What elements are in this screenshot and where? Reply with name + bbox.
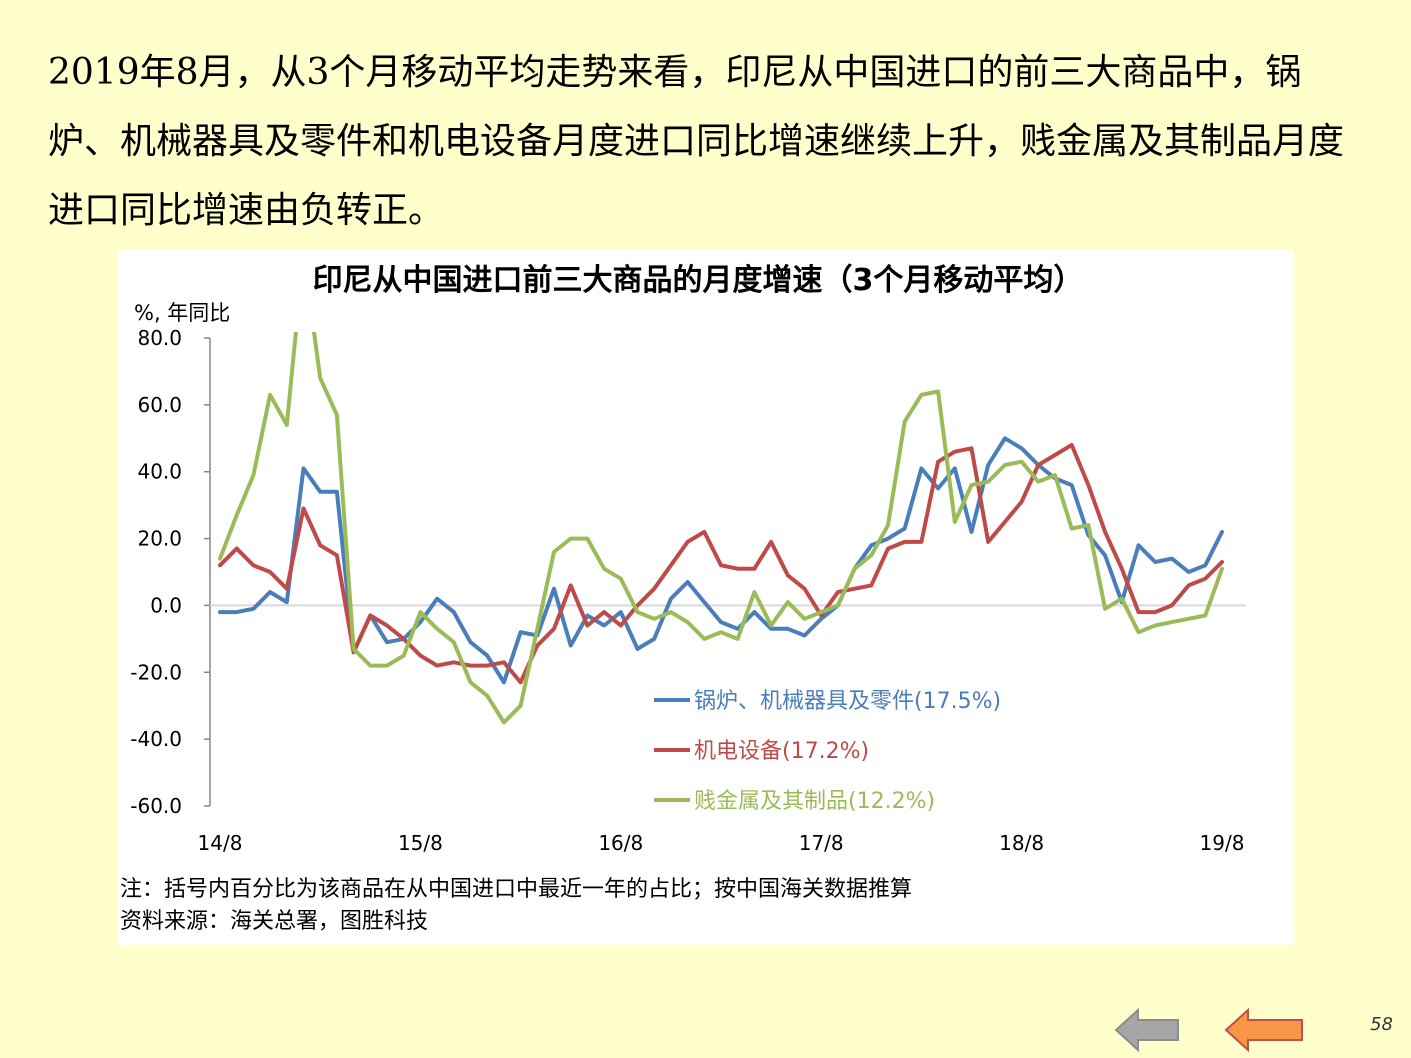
x-tick-labels: 14/8 15/8 16/8 17/8 18/8 19/8: [198, 831, 1245, 855]
y-tick-label: 40.0: [137, 460, 182, 484]
x-tick-label: 17/8: [799, 831, 844, 855]
y-tick-label: -20.0: [130, 660, 182, 684]
y-tick-label: 80.0: [137, 326, 182, 350]
y-tick-labels: 80.0 60.0 40.0 20.0 0.0 -20.0 -40.0 -60.0: [130, 326, 210, 818]
chart-panel: 印尼从中国进口前三大商品的月度增速（3个月移动平均） %, 年同比 80.0 60…: [118, 250, 1293, 945]
y-tick-label: -60.0: [130, 794, 182, 818]
y-tick-label: -40.0: [130, 727, 182, 751]
prev-nav-button[interactable]: [1222, 1006, 1306, 1054]
left-arrow-icon: [1224, 1007, 1303, 1053]
y-tick-label: 60.0: [137, 393, 182, 417]
y-tick-label: 0.0: [150, 593, 182, 617]
chart-note: 注：括号内百分比为该商品在从中国进口中最近一年的占比；按中国海关数据推算: [120, 877, 913, 902]
x-tick-label: 15/8: [398, 831, 443, 855]
legend-label: 贱金属及其制品(12.2%): [694, 789, 935, 814]
series-lines: [218, 332, 1224, 725]
page-number: 58: [1370, 1014, 1393, 1035]
y-tick-label: 20.0: [137, 527, 182, 551]
back-nav-button[interactable]: [1112, 1006, 1182, 1054]
chart-source: 资料来源：海关总署，图胜科技: [120, 909, 429, 934]
chart-notes: 注：括号内百分比为该商品在从中国进口中最近一年的占比；按中国海关数据推算 资料来…: [120, 874, 912, 938]
chart-legend: 锅炉、机械器具及零件(17.5%) 机电设备(17.2%) 贱金属及其制品(12.2…: [654, 689, 1001, 814]
y-axis-label: %, 年同比: [134, 301, 230, 325]
chart-axes: [209, 338, 1246, 806]
headline-text: 2019年8月，从3个月移动平均走势来看，印尼从中国进口的前三大商品中，锅炉、机…: [48, 52, 1345, 231]
line-chart: 印尼从中国进口前三大商品的月度增速（3个月移动平均） %, 年同比 80.0 60…: [130, 263, 1246, 855]
chart-title: 印尼从中国进口前三大商品的月度增速（3个月移动平均）: [313, 263, 1084, 298]
series-line-1: [218, 436, 1224, 685]
x-tick-label: 14/8: [198, 831, 243, 855]
x-tick-label: 18/8: [999, 831, 1044, 855]
legend-label: 锅炉、机械器具及零件(17.5%): [694, 689, 1001, 714]
left-arrow-icon: [1114, 1007, 1179, 1053]
x-tick-label: 19/8: [1200, 831, 1245, 855]
x-tick-label: 16/8: [598, 831, 643, 855]
series-line-3: [218, 332, 1224, 725]
legend-label: 机电设备(17.2%): [694, 739, 869, 764]
series-line-2: [218, 443, 1224, 685]
